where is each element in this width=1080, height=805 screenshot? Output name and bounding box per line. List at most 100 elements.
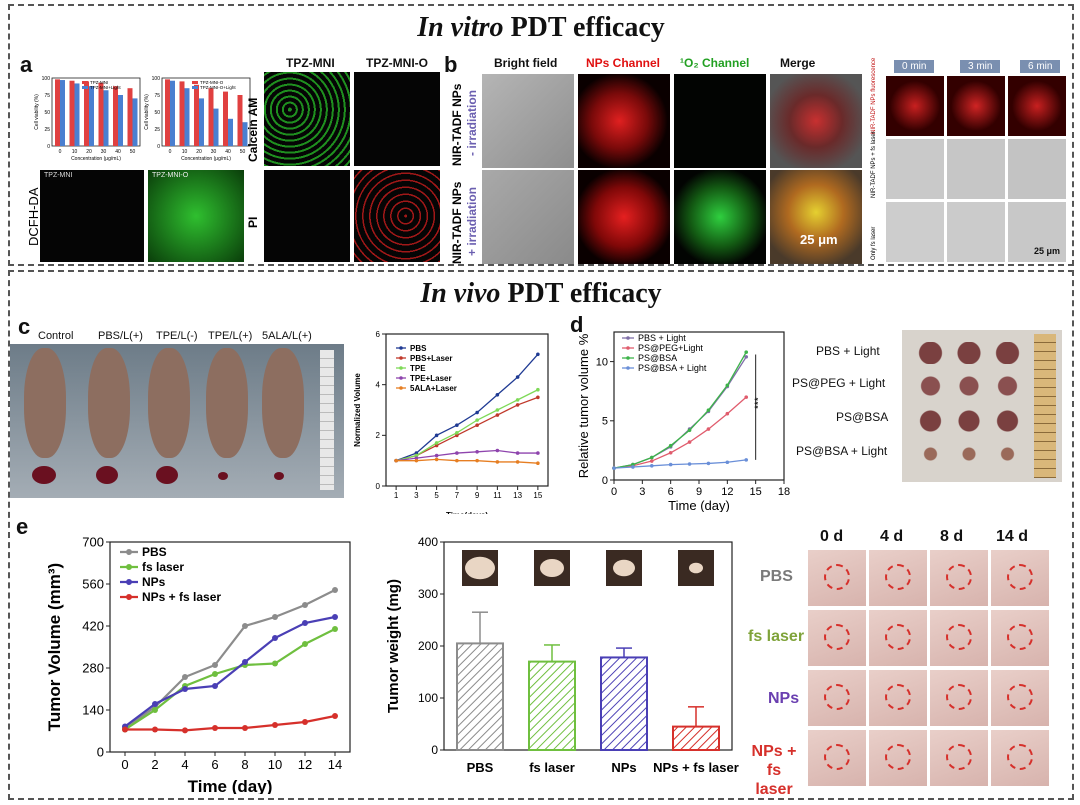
data-point [495,393,500,397]
y-tick-label: 0 [602,475,608,487]
data-point [744,458,749,462]
data-point [122,726,128,733]
legend-label: NPs [142,575,166,589]
data-point [332,587,338,593]
data-point [434,441,439,445]
data-point [649,455,654,460]
mini-ylabel: Cell viability (%) [34,94,40,130]
data-point [687,440,692,444]
mini-legend-label: TPZ-MNI-O [200,80,224,85]
dcfh-tpzmnio-image [148,170,244,262]
tumor-circle [885,684,911,710]
legend-marker [626,336,630,340]
panel-b-label: b [444,52,458,77]
weight-bar [528,660,576,752]
data-point [744,350,749,354]
weight-bar [600,656,648,751]
series-line-fs-laser [124,628,336,731]
data-point [414,456,419,460]
mouse-5 [262,348,304,458]
data-point [475,410,479,415]
x-tick-label: 18 [778,486,790,498]
x-tick-label: 15 [750,486,762,498]
y-tick-label: 0 [431,743,438,757]
day-photo [991,610,1049,666]
mini-bar-red [55,79,60,146]
data-point [475,418,479,422]
col-tpzmni: TPZ-MNI [286,56,335,70]
cell-viability-chart-2: 0 25 50 75 100 0 10 20 30 40 50 Concentration (μg/m… [144,76,251,162]
row1-label-b: - irradiation [465,89,479,156]
side-r1c1 [886,76,944,136]
x-tick-label: 13 [513,491,522,500]
x-tick-label: 12 [298,757,312,772]
data-point [434,433,439,438]
data-point [272,614,278,620]
col-merge: Merge [780,56,816,70]
weight-bar [672,725,720,752]
mini-bar-blue [74,83,80,146]
panel-a-label: a [20,52,33,77]
data-point [649,463,654,468]
x-tick-label: 14 [328,757,342,772]
mini-legend-label: TPZ-MNI-O+Light [200,85,236,90]
series-line-nps-fs-laser [125,714,336,732]
mini-y-tick: 50 [44,110,50,116]
side-r1c2 [947,76,1005,136]
mini-bar-blue [213,108,219,146]
data-point [612,466,616,470]
data-point [455,458,459,463]
category-label: PBS [467,760,494,775]
tumor-circle [1007,744,1033,770]
data-point [414,451,419,455]
mini-bar-blue [228,118,233,146]
y-axis-label: Relative tumor volume % [576,333,591,478]
mini-ylabel: Cell viability (%) [144,94,150,130]
mini-legend-label: TPZ-MNI+Light [90,85,121,90]
row-nps-fslaser: NPs + fs laser [751,743,797,798]
x-tick-label: 4 [181,757,188,772]
side-r3c2 [947,202,1005,262]
legend-marker [126,564,132,570]
ruler [320,350,334,490]
data-point [434,443,439,448]
legend-marker [399,376,403,380]
mini-x-tick: 30 [211,149,217,155]
y-tick-label: 560 [82,577,104,592]
scale-bar-side: 25 μm [1034,246,1061,256]
tumor-circle [1007,564,1033,590]
ruler-d [1034,334,1056,478]
col-nps: NPs Channel [586,56,661,70]
side-row-2: NIR-TADF NPs + fs laser [871,131,877,198]
side-row-1: NIR-TADF NPs fluorescence [871,57,877,134]
group-pbs: PBS/L(+) [98,330,143,342]
legend-marker [399,366,403,370]
calcein-tpzmni-image [264,72,350,166]
mini-x-tick: 0 [169,149,172,155]
mini-xlabel: Concentration (μg/mL) [181,156,231,162]
dcfh-tpzmnio-label: TPZ-MNI-O [152,172,189,179]
panel-e-label: e [16,514,29,539]
mini-bar-red [69,80,75,146]
mini-bar-blue [103,90,109,146]
tumor-thumb-tissue [465,556,495,580]
mini-y-tick: 75 [44,93,50,99]
side-row-3: Only fs laser [871,226,877,260]
series-line-tpe [395,389,539,462]
data-point [332,626,338,632]
legend-label: PBS + Light [638,333,686,343]
time-3: 3 min [960,60,1001,73]
legend-marker [399,346,403,350]
mini-y-tick: 0 [157,144,160,150]
legend-label: fs laser [142,560,184,574]
b-merge-1 [770,74,862,168]
data-point [706,461,711,466]
day-photo [930,610,988,666]
y-tick-label: 10 [596,356,608,368]
tumor-circle [824,744,850,770]
day-0: 0 d [820,528,844,545]
row-pbs: PBS [760,568,793,585]
data-point [631,465,635,469]
y-tick-label: 280 [82,661,104,676]
d-photo-label-2: PS@PEG + Light [792,376,886,390]
